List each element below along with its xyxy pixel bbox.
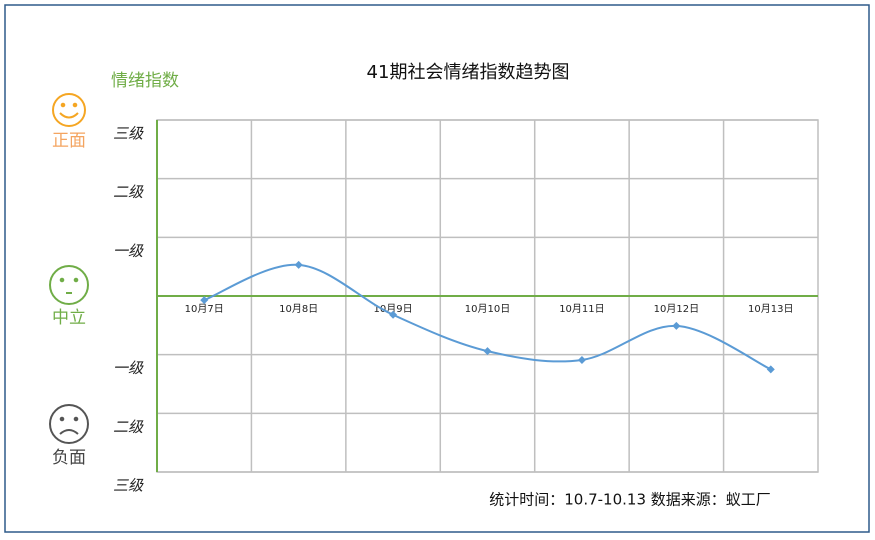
x-tick-label: 10月11日 (559, 303, 604, 315)
point (577, 355, 586, 364)
sentiment-label: 中立 (52, 308, 86, 328)
point (200, 296, 209, 305)
y-tick-label: 三级 (113, 477, 144, 495)
y-axis-label: 情绪指数 (111, 71, 179, 91)
annotation: 统计时间：10.7-10.13 数据来源：蚁工厂 (489, 491, 771, 509)
sentiment-label: 正面 (52, 131, 86, 151)
point (483, 347, 492, 356)
y-tick-label: 三级 (113, 125, 144, 143)
y-tick-label: 一级 (113, 359, 144, 377)
sentiment-label: 负面 (52, 448, 86, 468)
y-tick-label: 一级 (113, 242, 144, 260)
chart-title: 41期社会情绪指数趋势图 (367, 62, 570, 83)
y-tick-label: 二级 (113, 183, 144, 201)
point (294, 260, 303, 269)
point (672, 321, 681, 330)
x-tick-label: 10月13日 (748, 303, 793, 315)
x-tick-label: 10月9日 (374, 303, 413, 315)
x-tick-label: 10月10日 (465, 303, 510, 315)
face-positive (52, 93, 86, 127)
x-tick-label: 10月7日 (185, 303, 224, 315)
x-tick-label: 10月12日 (654, 303, 699, 315)
y-tick-label: 二级 (113, 418, 144, 436)
point (766, 365, 775, 374)
point (389, 310, 398, 319)
x-tick-label: 10月8日 (279, 303, 318, 315)
face-negative (49, 404, 89, 444)
face-neutral (49, 265, 89, 305)
